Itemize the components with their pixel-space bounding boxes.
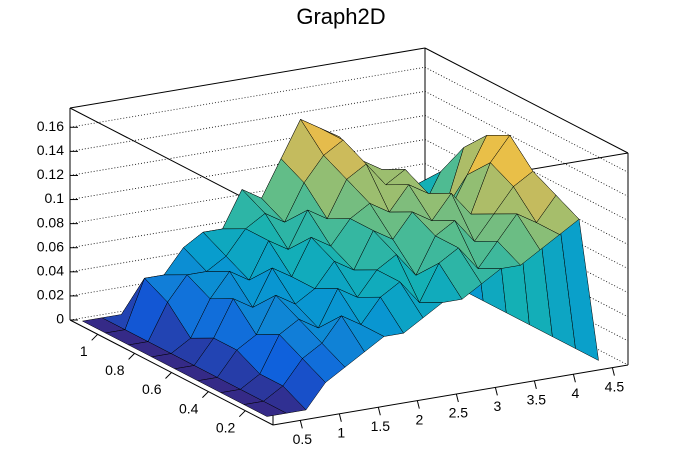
x-tick — [299, 420, 303, 429]
x-tick-label: 1.5 — [371, 418, 391, 434]
x-tick-label: 4.5 — [605, 378, 625, 394]
x-axis — [272, 364, 629, 426]
surface-cell — [243, 401, 288, 417]
z-tick-label: 0 — [56, 311, 64, 327]
y-tick-label: 1 — [80, 343, 88, 359]
x-tick-label: 4 — [571, 385, 579, 401]
z-tick-label: 0.16 — [37, 118, 64, 134]
z-tick-label: 0.14 — [37, 142, 64, 158]
y-tick — [91, 333, 99, 341]
z-tick-label: 0.1 — [45, 190, 65, 206]
x-tick-label: 2.5 — [449, 405, 469, 421]
box-edge — [69, 47, 426, 109]
x-tick — [416, 400, 420, 409]
y-tick-label: 0.6 — [142, 381, 162, 397]
grid-line — [69, 115, 629, 221]
z-tick-label: 0.04 — [37, 263, 64, 279]
y-tick — [128, 353, 135, 360]
y-tick — [238, 410, 246, 418]
x-tick-label: 1 — [337, 424, 345, 440]
x-tick-label: 2 — [415, 411, 423, 427]
x-tick — [455, 393, 459, 403]
x-tick — [611, 367, 615, 376]
z-tick-label: 0.12 — [37, 166, 64, 182]
box-edge — [424, 47, 629, 154]
y-tick-label: 0.4 — [179, 400, 199, 416]
y-tick — [165, 372, 172, 379]
z-tick-label: 0.02 — [37, 287, 64, 303]
z-tick-label: 0.08 — [37, 214, 64, 230]
x-tick — [533, 380, 537, 389]
grid-line — [69, 163, 629, 269]
x-tick — [377, 407, 381, 416]
x-tick-label: 3.5 — [527, 392, 547, 408]
x-tick — [338, 413, 342, 422]
y-tick-label: 0.8 — [105, 362, 125, 378]
x-tick — [494, 387, 498, 396]
z-tick-label: 0.06 — [37, 238, 64, 254]
x-tick — [572, 374, 576, 383]
grid-line — [69, 90, 629, 197]
grid-line — [69, 139, 629, 245]
x-tick-label: 3 — [493, 398, 501, 414]
y-tick — [202, 391, 209, 398]
grid-line — [69, 66, 629, 173]
y-tick-label: 0.2 — [216, 419, 236, 435]
chart-title: Graph2D — [296, 4, 385, 29]
x-tick-label: 0.5 — [293, 431, 313, 447]
